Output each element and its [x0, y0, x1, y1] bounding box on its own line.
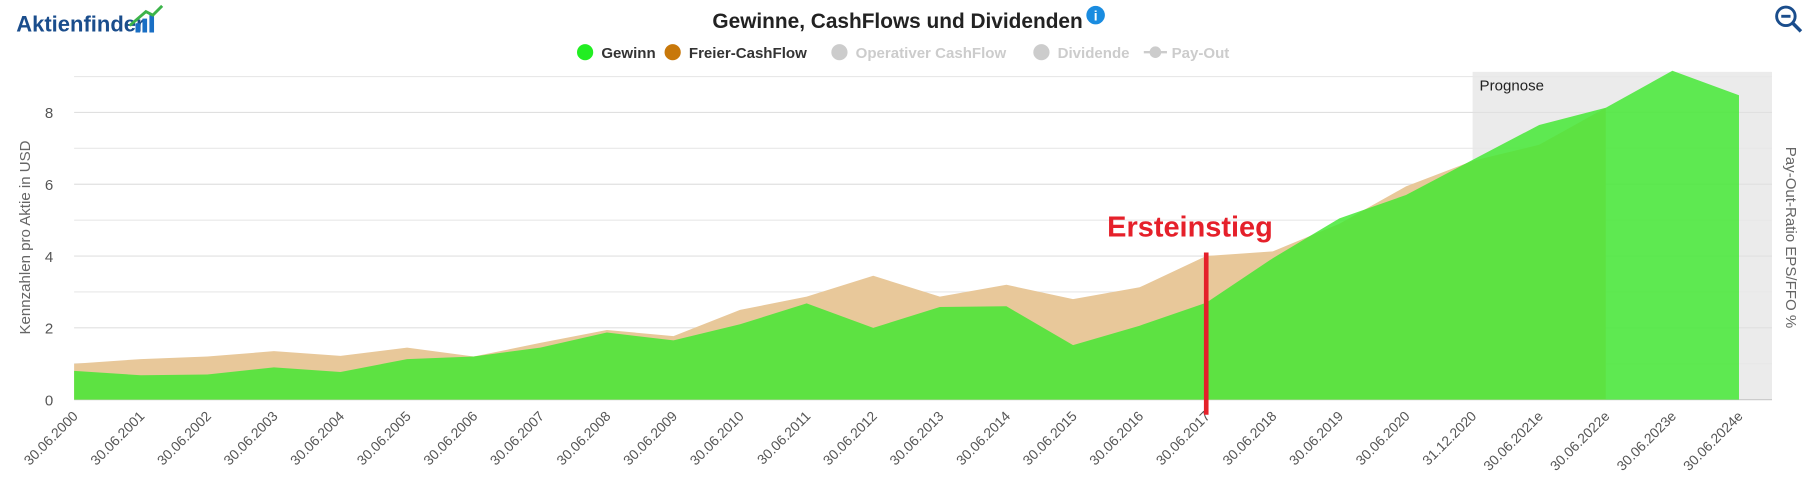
x-tick-label: 30.06.2024e — [1680, 408, 1746, 474]
x-tick-label: 30.06.2001 — [87, 408, 148, 469]
y2-axis-label: Pay-Out-Ratio EPS/FFO % — [1782, 147, 1799, 328]
x-tick-label: 30.06.2004 — [287, 408, 348, 469]
x-tick-label: 30.06.2013 — [886, 408, 947, 469]
legend-item[interactable]: Freier-CashFlow — [664, 44, 808, 62]
x-tick-label: 30.06.2010 — [686, 408, 747, 469]
annotation-label: Ersteinstieg — [1107, 211, 1273, 243]
legend: Gewinn Freier-CashFlow Operativer CashFlow… — [576, 44, 1230, 62]
x-tick-label: 30.06.2018 — [1219, 408, 1280, 469]
info-icon[interactable]: i — [1086, 5, 1105, 25]
legend-label: Freier-CashFlow — [689, 45, 807, 62]
x-tick-label: 30.06.2011 — [754, 408, 814, 468]
legend-label: Pay-Out — [1172, 45, 1230, 62]
x-tick-label: 30.06.2003 — [220, 408, 281, 469]
legend-label: Operativer CashFlow — [856, 45, 1007, 62]
y-tick-label: 8 — [45, 105, 53, 122]
legend-label: Dividende — [1058, 45, 1130, 62]
x-tick-label: 30.06.2006 — [420, 408, 481, 469]
legend-item[interactable]: Pay-Out — [1143, 45, 1230, 62]
x-tick-label: 30.06.2005 — [353, 408, 414, 469]
x-tick-label: 30.06.2014 — [953, 408, 1014, 469]
svg-text:i: i — [1094, 7, 1098, 23]
logo: Aktienfinder — [16, 11, 145, 36]
x-tick-label: 30.06.2015 — [1019, 408, 1080, 469]
legend-marker — [831, 44, 848, 61]
logo-icon — [128, 4, 164, 33]
x-tick-label: 30.06.2000 — [20, 408, 81, 469]
legend-item[interactable]: Gewinn — [576, 44, 656, 62]
y-tick-label: 4 — [45, 249, 53, 266]
x-tick-label: 30.06.2020 — [1352, 408, 1413, 469]
legend-marker — [1149, 46, 1162, 58]
x-tick-label: 30.06.2022e — [1547, 408, 1613, 474]
legend-marker — [664, 44, 681, 61]
legend-item[interactable]: Operativer CashFlow — [831, 44, 1006, 62]
area — [74, 70, 1739, 400]
x-tick-label: 30.06.2007 — [487, 408, 548, 469]
legend-label: Gewinn — [601, 45, 655, 62]
legend-item[interactable]: Dividende — [1033, 44, 1130, 62]
y-axis-label: Kennzahlen pro Aktie in USD — [17, 140, 34, 334]
legend-marker — [1033, 44, 1050, 61]
x-tick-label: 30.06.2023e — [1613, 408, 1679, 474]
x-tick-label: 30.06.2019 — [1286, 408, 1347, 469]
y-tick-label: 6 — [45, 177, 53, 194]
forecast-label: Prognose — [1480, 77, 1544, 94]
x-tick-label: 30.06.2021e — [1480, 408, 1546, 474]
x-tick-label: 30.06.2002 — [154, 408, 215, 469]
x-tick-label: 30.06.2017 — [1153, 408, 1214, 469]
x-tick-label: 31.12.2020 — [1419, 408, 1480, 469]
chart-title: Gewinne, CashFlows und Dividenden — [712, 10, 1082, 33]
zoom-icon[interactable] — [1775, 5, 1803, 33]
y-tick-label: 0 — [45, 392, 53, 409]
x-tick-label: 30.06.2012 — [820, 408, 881, 469]
x-tick-label: 30.06.2008 — [553, 408, 614, 469]
legend-marker — [576, 44, 594, 61]
x-tick-label: 30.06.2009 — [620, 408, 681, 469]
y-tick-label: 2 — [45, 321, 53, 338]
x-tick-label: 30.06.2016 — [1086, 408, 1147, 469]
